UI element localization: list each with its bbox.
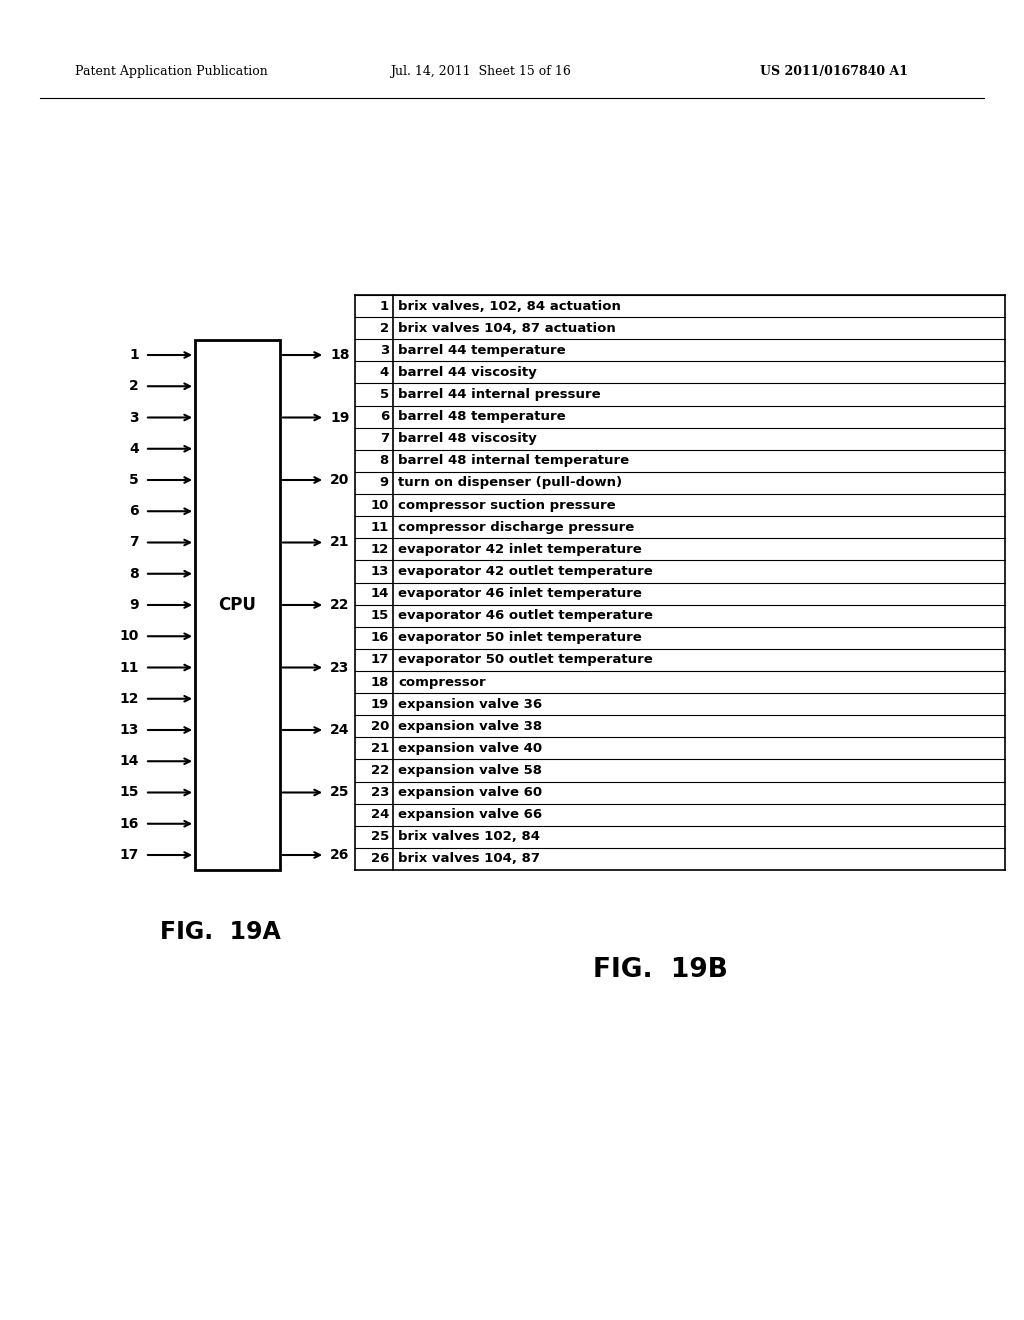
Text: compressor discharge pressure: compressor discharge pressure [398, 520, 634, 533]
Text: 1: 1 [380, 300, 389, 313]
Text: 6: 6 [129, 504, 139, 519]
Text: expansion valve 36: expansion valve 36 [398, 698, 542, 710]
Text: evaporator 46 inlet temperature: evaporator 46 inlet temperature [398, 587, 642, 601]
Text: 5: 5 [380, 388, 389, 401]
Text: barrel 48 viscosity: barrel 48 viscosity [398, 432, 537, 445]
Text: CPU: CPU [218, 597, 256, 614]
Text: barrel 44 viscosity: barrel 44 viscosity [398, 366, 537, 379]
Text: 21: 21 [330, 536, 349, 549]
Text: expansion valve 60: expansion valve 60 [398, 787, 542, 799]
Text: 8: 8 [380, 454, 389, 467]
Text: 26: 26 [371, 853, 389, 866]
Text: 8: 8 [129, 566, 139, 581]
Text: FIG.  19B: FIG. 19B [593, 957, 727, 983]
Text: expansion valve 58: expansion valve 58 [398, 764, 542, 777]
Text: 21: 21 [371, 742, 389, 755]
Text: barrel 44 temperature: barrel 44 temperature [398, 343, 565, 356]
Text: 9: 9 [380, 477, 389, 490]
Text: Jul. 14, 2011  Sheet 15 of 16: Jul. 14, 2011 Sheet 15 of 16 [390, 66, 570, 78]
Text: evaporator 42 outlet temperature: evaporator 42 outlet temperature [398, 565, 652, 578]
Text: 24: 24 [330, 723, 349, 737]
Text: 17: 17 [371, 653, 389, 667]
Text: 5: 5 [129, 473, 139, 487]
Text: 23: 23 [330, 660, 349, 675]
Text: barrel 44 internal pressure: barrel 44 internal pressure [398, 388, 601, 401]
Text: compressor suction pressure: compressor suction pressure [398, 499, 615, 512]
Text: 13: 13 [120, 723, 139, 737]
Text: 3: 3 [380, 343, 389, 356]
Text: 10: 10 [371, 499, 389, 512]
Text: 19: 19 [371, 698, 389, 710]
Text: 14: 14 [120, 754, 139, 768]
Text: 14: 14 [371, 587, 389, 601]
Text: Patent Application Publication: Patent Application Publication [75, 66, 267, 78]
Text: 22: 22 [330, 598, 349, 612]
Text: 12: 12 [371, 543, 389, 556]
Text: 20: 20 [371, 719, 389, 733]
Text: 16: 16 [371, 631, 389, 644]
Text: evaporator 42 inlet temperature: evaporator 42 inlet temperature [398, 543, 642, 556]
Text: evaporator 50 inlet temperature: evaporator 50 inlet temperature [398, 631, 642, 644]
Text: compressor: compressor [398, 676, 485, 689]
Text: 7: 7 [129, 536, 139, 549]
Text: 11: 11 [120, 660, 139, 675]
Text: 25: 25 [330, 785, 349, 800]
Text: 2: 2 [129, 379, 139, 393]
Text: 17: 17 [120, 847, 139, 862]
Text: 24: 24 [371, 808, 389, 821]
Text: 25: 25 [371, 830, 389, 843]
Text: 9: 9 [129, 598, 139, 612]
Text: expansion valve 38: expansion valve 38 [398, 719, 542, 733]
Text: 4: 4 [129, 442, 139, 455]
Text: turn on dispenser (pull-down): turn on dispenser (pull-down) [398, 477, 623, 490]
Text: 2: 2 [380, 322, 389, 335]
Text: 19: 19 [330, 411, 349, 425]
Text: evaporator 50 outlet temperature: evaporator 50 outlet temperature [398, 653, 652, 667]
Text: 18: 18 [330, 348, 349, 362]
Text: 16: 16 [120, 817, 139, 830]
Text: 3: 3 [129, 411, 139, 425]
Text: 4: 4 [380, 366, 389, 379]
Text: brix valves, 102, 84 actuation: brix valves, 102, 84 actuation [398, 300, 621, 313]
Text: brix valves 104, 87: brix valves 104, 87 [398, 853, 540, 866]
Text: 23: 23 [371, 787, 389, 799]
Text: 22: 22 [371, 764, 389, 777]
Text: 20: 20 [330, 473, 349, 487]
Text: brix valves 104, 87 actuation: brix valves 104, 87 actuation [398, 322, 615, 335]
Bar [195, 341, 280, 870]
Text: 26: 26 [330, 847, 349, 862]
Text: 10: 10 [120, 630, 139, 643]
Text: 7: 7 [380, 432, 389, 445]
Text: expansion valve 40: expansion valve 40 [398, 742, 542, 755]
Text: 15: 15 [120, 785, 139, 800]
Text: evaporator 46 outlet temperature: evaporator 46 outlet temperature [398, 609, 653, 622]
Text: brix valves 102, 84: brix valves 102, 84 [398, 830, 540, 843]
Text: 11: 11 [371, 520, 389, 533]
Text: 13: 13 [371, 565, 389, 578]
Text: expansion valve 66: expansion valve 66 [398, 808, 542, 821]
Text: 6: 6 [380, 411, 389, 424]
Text: 1: 1 [129, 348, 139, 362]
Text: FIG.  19A: FIG. 19A [160, 920, 281, 944]
Text: barrel 48 internal temperature: barrel 48 internal temperature [398, 454, 629, 467]
Text: 12: 12 [120, 692, 139, 706]
Text: 15: 15 [371, 609, 389, 622]
Text: barrel 48 temperature: barrel 48 temperature [398, 411, 565, 424]
Text: 18: 18 [371, 676, 389, 689]
Text: US 2011/0167840 A1: US 2011/0167840 A1 [760, 66, 908, 78]
